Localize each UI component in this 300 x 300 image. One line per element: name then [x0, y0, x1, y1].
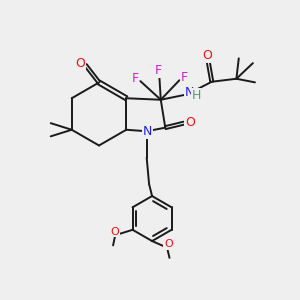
- Text: F: F: [131, 72, 139, 85]
- Text: O: O: [110, 226, 119, 237]
- Text: O: O: [202, 50, 212, 62]
- Text: N: N: [142, 125, 152, 138]
- Text: O: O: [185, 116, 195, 129]
- Text: H: H: [191, 89, 201, 102]
- Text: O: O: [164, 239, 173, 249]
- Text: F: F: [181, 71, 188, 84]
- Text: N: N: [184, 86, 194, 99]
- Text: O: O: [75, 57, 85, 70]
- Text: F: F: [155, 64, 162, 77]
